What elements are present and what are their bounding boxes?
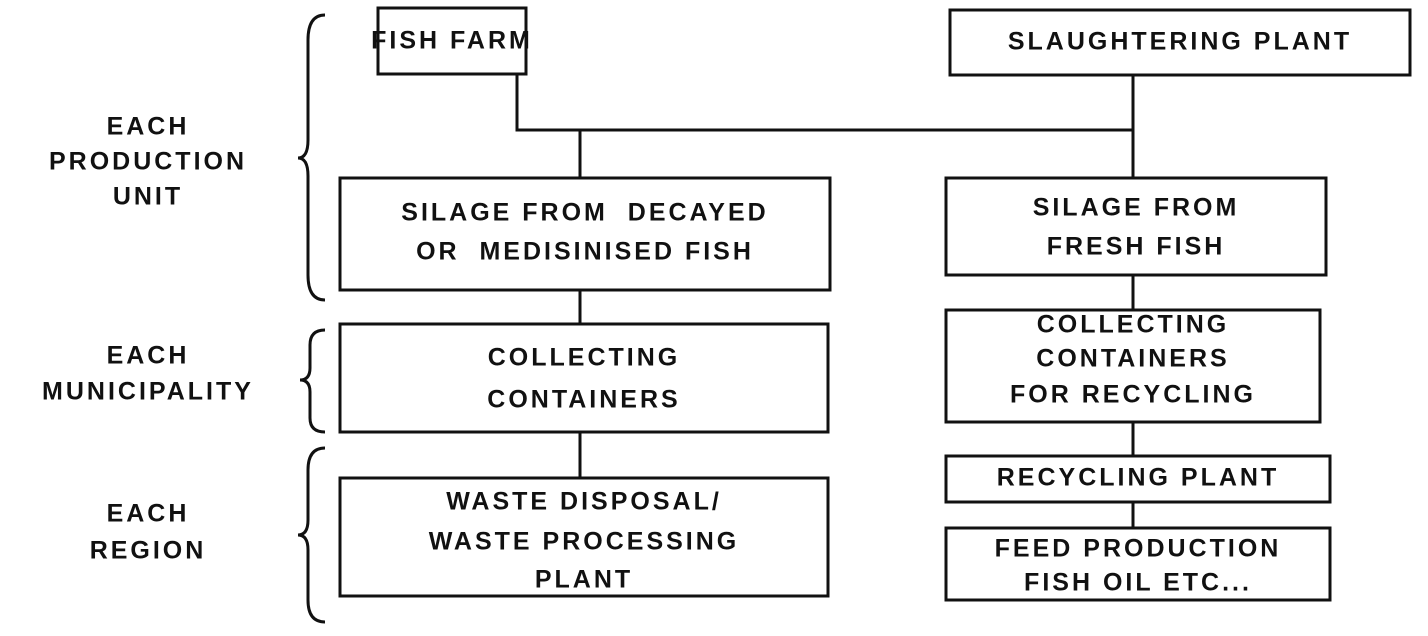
node-label: FEED PRODUCTION: [995, 535, 1282, 563]
group-label: EACH: [107, 113, 190, 141]
node-label: OR MEDISINISED FISH: [416, 238, 754, 266]
brace: [297, 13, 326, 302]
node-box: [376, 6, 528, 76]
node-box: [338, 476, 830, 598]
node-box: [944, 176, 1328, 277]
connectors: [297, 13, 1135, 624]
node-label: WASTE DISPOSAL/: [446, 488, 722, 516]
node-box: [944, 526, 1332, 602]
node-box: [338, 176, 832, 292]
node-label: COLLECTING: [488, 344, 681, 372]
node-label: SLAUGHTERING PLANT: [1008, 28, 1352, 56]
node-label: FISH OIL ETC...: [1024, 569, 1252, 597]
node-label: SILAGE FROM DECAYED: [401, 199, 768, 227]
group-label: MUNICIPALITY: [42, 378, 254, 406]
node-label: WASTE PROCESSING: [429, 528, 740, 556]
node-label: PLANT: [535, 566, 633, 594]
brace: [299, 328, 326, 434]
node-box: [338, 322, 830, 434]
group-label: EACH: [107, 342, 190, 370]
node-label: CONTAINERS: [1036, 345, 1229, 373]
node-label: RECYCLING PLANT: [997, 464, 1280, 492]
node-label: FISH FARM: [371, 27, 533, 55]
group-label: EACH: [107, 500, 190, 528]
node-label: COLLECTING: [1037, 311, 1230, 339]
node-label: FOR RECYCLING: [1010, 381, 1256, 409]
group-label: UNIT: [113, 183, 183, 211]
connector: [515, 74, 1135, 528]
group-label: PRODUCTION: [49, 148, 247, 176]
node-box: [948, 8, 1412, 77]
node-label: FRESH FISH: [1047, 233, 1226, 261]
node-label: SILAGE FROM: [1033, 194, 1240, 222]
group-label: REGION: [90, 537, 207, 565]
node-box: [944, 308, 1322, 424]
brace: [297, 446, 326, 624]
node-box: [944, 454, 1332, 504]
node-label: CONTAINERS: [487, 386, 680, 414]
